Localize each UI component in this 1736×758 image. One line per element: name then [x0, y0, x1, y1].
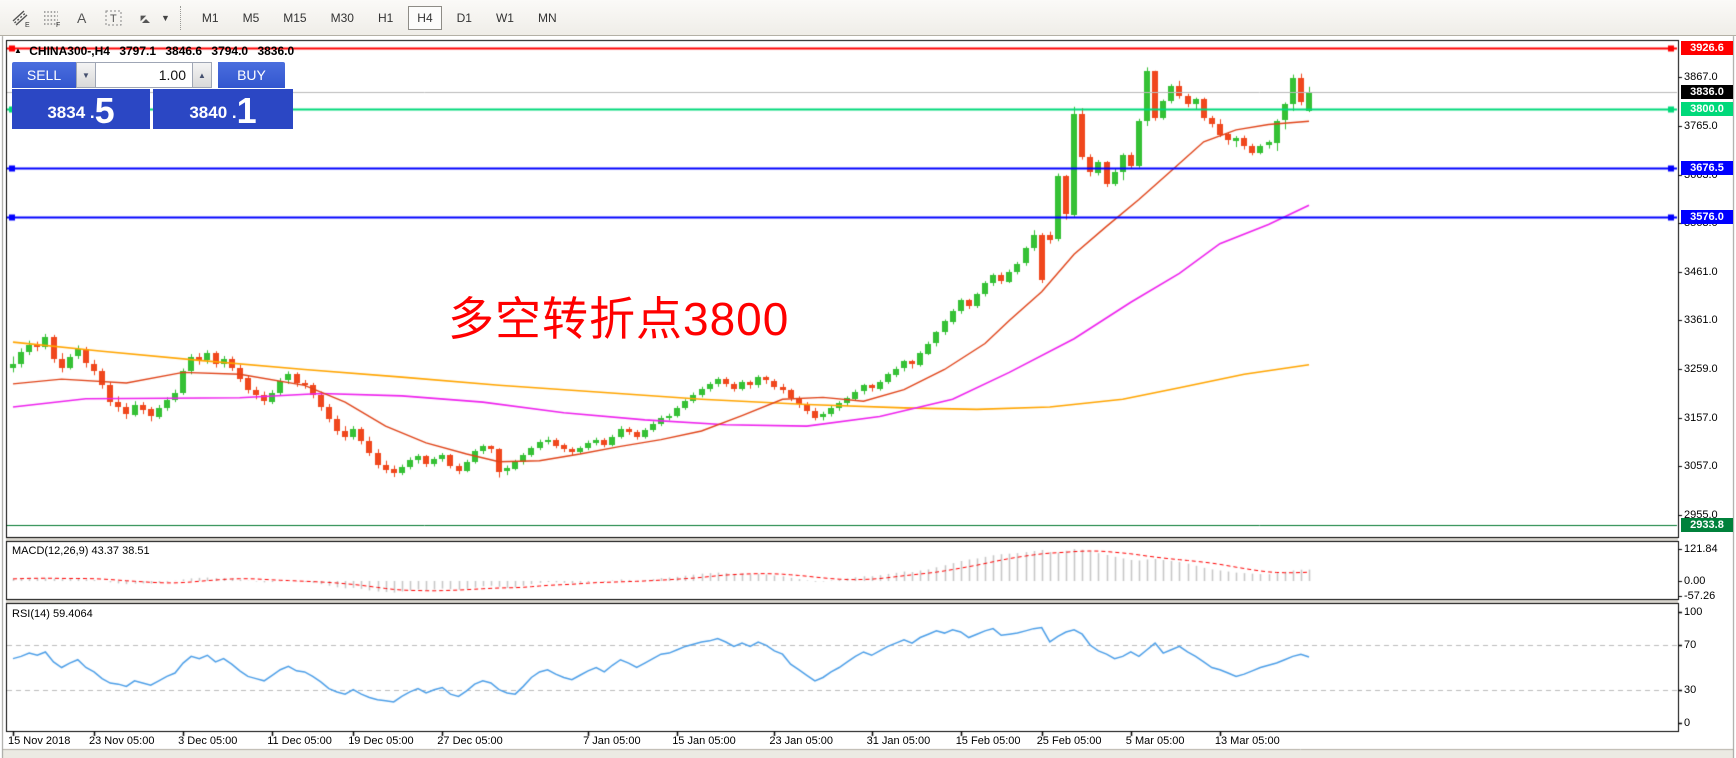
date-tick-label: 7 Jan 05:00 — [583, 735, 641, 747]
open-value: 3797.1 — [119, 44, 157, 58]
date-tick-label: 23 Nov 05:00 — [89, 735, 155, 747]
rsi-scale-label: 70 — [1684, 639, 1697, 652]
date-tick-label: 15 Jan 05:00 — [672, 735, 736, 747]
macd-scale-label: 0.00 — [1684, 575, 1706, 587]
timeframe-button-h4[interactable]: H4 — [408, 5, 442, 30]
svg-text:T: T — [110, 13, 117, 25]
date-tick-label: 15 Nov 2018 — [8, 735, 71, 747]
date-tick-label: 25 Feb 05:00 — [1036, 735, 1102, 747]
price-tick-label: 3765.0 — [1684, 119, 1718, 132]
buy-button[interactable]: BUY — [218, 62, 285, 88]
date-tick-label: 5 Mar 05:00 — [1125, 735, 1185, 747]
sell-price-pip: 5 — [94, 90, 115, 131]
date-tick-label: 3 Dec 05:00 — [178, 735, 238, 747]
svg-text:A: A — [77, 10, 87, 26]
volume-increase-button[interactable]: ▲ — [192, 62, 212, 88]
price-level-badge: 3836.0 — [1681, 84, 1733, 99]
price-tick-label: 3361.0 — [1684, 314, 1718, 326]
symbol-label: CHINA300-,H4 — [29, 44, 110, 58]
sell-button[interactable]: SELL — [12, 62, 76, 88]
date-tick-label: 11 Dec 05:00 — [267, 735, 332, 747]
volume-input[interactable] — [96, 62, 192, 88]
date-tick-label: 19 Dec 05:00 — [348, 735, 414, 747]
rsi-scale-label: 100 — [1684, 606, 1703, 618]
chevron-down-icon[interactable]: ▼ — [161, 12, 170, 23]
timeframe-button-d1[interactable]: D1 — [456, 10, 472, 25]
text-label-icon[interactable]: A — [70, 5, 96, 31]
timeframe-button-h1[interactable]: H1 — [377, 10, 394, 25]
high-value: 3846.6 — [165, 44, 203, 58]
buy-price-display[interactable]: 3840 . 1 — [153, 89, 293, 129]
price-level-badge: 3676.5 — [1681, 161, 1733, 176]
svg-text:F: F — [56, 22, 60, 28]
rsi-label: RSI(14) 59.4064 — [12, 608, 93, 620]
sell-price-main: 3834 . — [47, 103, 95, 122]
buy-price-pip: 1 — [236, 90, 257, 131]
price-tick-label: 3867.0 — [1684, 71, 1718, 83]
timeframe-button-m30[interactable]: M30 — [330, 10, 354, 25]
timeframe-button-w1[interactable]: W1 — [495, 10, 514, 25]
price-tick-label: 3157.0 — [1684, 411, 1718, 424]
price-level-badge: 2933.8 — [1681, 518, 1733, 533]
volume-decrease-button[interactable]: ▼ — [76, 62, 96, 88]
equidistant-channel-icon[interactable]: E — [8, 5, 34, 31]
one-click-trade-panel: SELL ▼ ▲ BUY 3834 . 5 3840 . 1 — [12, 62, 294, 129]
svg-text:E: E — [25, 22, 30, 28]
chart-shift-icon: ▲ — [14, 46, 22, 55]
rsi-scale-label: 0 — [1684, 717, 1691, 729]
price-tick-label: 3057.0 — [1684, 460, 1718, 472]
price-level-badge: 3800.0 — [1681, 102, 1733, 117]
price-tick-label: 2955.0 — [1684, 508, 1718, 521]
price-level-badge: 3576.0 — [1681, 209, 1733, 224]
macd-label: MACD(12,26,9) 43.37 38.51 — [12, 545, 150, 557]
toolbar-separator — [179, 5, 181, 30]
buy-price-main: 3840 . — [189, 103, 237, 122]
price-tick-label: 3259.0 — [1684, 362, 1718, 375]
text-box-icon[interactable]: T — [101, 5, 127, 31]
low-value: 3794.0 — [211, 44, 249, 58]
chart-annotation-text: 多空转折点3800 — [448, 293, 790, 345]
date-tick-label: 15 Feb 05:00 — [955, 735, 1021, 747]
ohlc-info-line: ▲ CHINA300-,H4 3797.1 3846.6 3794.0 3836… — [14, 44, 300, 58]
timeframe-button-m15[interactable]: M15 — [283, 10, 307, 25]
macd-main-value: 43.37 — [91, 545, 120, 557]
macd-scale-label: -57.26 — [1684, 590, 1716, 603]
date-tick-label: 27 Dec 05:00 — [437, 735, 503, 747]
macd-signal-value: 38.51 — [122, 545, 150, 557]
date-tick-label: 31 Jan 05:00 — [866, 735, 931, 747]
timeframe-button-m5[interactable]: M5 — [242, 10, 260, 25]
sell-price-display[interactable]: 3834 . 5 — [12, 89, 150, 129]
rsi-value: 59.4064 — [52, 608, 93, 620]
toolbar: E F A T ▼ M1 M5 M15 M30 H1 H4 D1 W1 MN — [0, 0, 1736, 36]
price-level-badge: 3926.6 — [1681, 41, 1733, 56]
timeframe-button-mn[interactable]: MN — [537, 10, 557, 25]
fibonacci-icon[interactable]: F — [39, 5, 65, 31]
macd-scale-label: 121.84 — [1684, 543, 1718, 555]
arrows-icon[interactable] — [132, 5, 158, 31]
rsi-scale-label: 30 — [1684, 683, 1697, 696]
timeframe-button-m1[interactable]: M1 — [201, 10, 219, 25]
close-value: 3836.0 — [257, 44, 295, 58]
date-tick-label: 23 Jan 05:00 — [769, 735, 834, 747]
price-tick-label: 3461.0 — [1684, 265, 1718, 278]
timeframe-group: M1 M5 M15 M30 H1 H4 D1 W1 MN — [193, 5, 566, 30]
date-tick-label: 13 Mar 05:00 — [1214, 735, 1280, 747]
